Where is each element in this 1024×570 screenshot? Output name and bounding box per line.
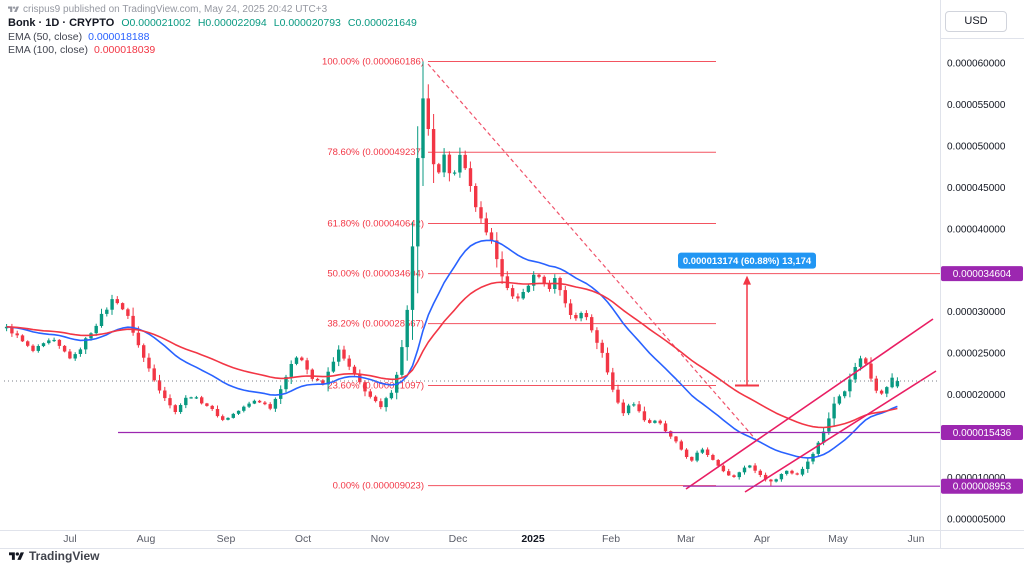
price-tag-label: 0.000034604 xyxy=(953,269,1012,280)
x-tick-label: Dec xyxy=(449,533,468,545)
publish-watermark: crispus9 published on TradingView.com, M… xyxy=(8,4,327,15)
y-tick-label: 0.000025000 xyxy=(947,349,1006,360)
y-tick-label: 0.000045000 xyxy=(947,183,1006,194)
brand-text: TradingView xyxy=(29,549,100,563)
x-tick-label: Sep xyxy=(217,533,236,545)
y-tick-label: 0.000040000 xyxy=(947,224,1006,235)
indicator-legend-ema100[interactable]: EMA (100, close) 0.000018039 xyxy=(8,44,155,56)
ema50-label: EMA (50, close) xyxy=(8,31,83,43)
ema-line xyxy=(6,281,898,429)
fib-level-label: 0.00% (0.000009023) xyxy=(333,481,424,492)
y-tick-label: 0.000055000 xyxy=(947,100,1006,111)
indicator-legend-ema50[interactable]: EMA (50, close) 0.000018188 xyxy=(8,31,149,43)
price-range-measurement[interactable]: 0.000013174 (60.88%) 13,174 xyxy=(678,252,816,387)
y-tick-label: 0.000005000 xyxy=(947,515,1006,526)
x-tick-label: Oct xyxy=(295,533,311,545)
ohlc-low: L0.000020793 xyxy=(273,17,341,29)
ema100-label: EMA (100, close) xyxy=(8,44,88,56)
price-tag xyxy=(941,425,1023,440)
x-tick-label: Feb xyxy=(602,533,620,545)
price-tag xyxy=(941,478,1023,494)
tradingview-logo-icon xyxy=(9,551,24,560)
ema-line xyxy=(6,239,898,459)
axis-frame xyxy=(0,0,1024,549)
watermark-text: crispus9 published on TradingView.com, M… xyxy=(23,4,328,15)
candles-layer xyxy=(4,61,900,487)
price-tag xyxy=(941,266,1023,282)
x-tick-label: Apr xyxy=(754,533,771,545)
symbol-title[interactable]: Bonk · 1D · CRYPTO xyxy=(8,17,115,29)
x-tick-label: Mar xyxy=(677,533,696,545)
x-tick-label: Jun xyxy=(908,533,925,545)
fib-retracement-drawing[interactable]: 100.00% (0.000060186) 78.60% (0.000049237… xyxy=(322,57,940,492)
ohlc-open: O0.000021002 xyxy=(121,17,191,29)
y-tick-label: 0.000030000 xyxy=(947,307,1006,318)
ema-lines xyxy=(6,239,898,459)
symbol-legend: Bonk · 1D · CRYPTO O0.000021002 H0.00002… xyxy=(8,17,417,29)
trendline xyxy=(685,318,934,490)
x-tick-label: Jul xyxy=(63,533,76,545)
dashed-trendline xyxy=(427,63,758,442)
measurement-label-box xyxy=(678,252,816,269)
x-tick-label: 2025 xyxy=(521,533,545,545)
x-tick-label: Aug xyxy=(137,533,156,545)
fib-level-label: 50.00% (0.000034604) xyxy=(327,269,424,280)
ema50-value: 0.000018188 xyxy=(88,31,150,43)
currency-toggle-button[interactable]: USD xyxy=(945,11,1007,32)
downtrend-dashed-line[interactable] xyxy=(427,63,758,442)
fib-level-label: 23.60% (0.000021097) xyxy=(327,381,424,392)
fib-level-label: 61.80% (0.000040642) xyxy=(327,219,424,230)
y-tick-label: 0.000010000 xyxy=(947,473,1006,484)
tradingview-brand[interactable]: TradingView xyxy=(9,549,99,563)
horizontal-support-lines[interactable] xyxy=(118,431,940,487)
ema100-value: 0.000018039 xyxy=(93,44,156,56)
fib-level-label: 38.20% (0.000028567) xyxy=(327,319,424,330)
measurement-label: 0.000013174 (60.88%) 13,174 xyxy=(683,256,812,267)
price-axis[interactable]: 0.000060000 0.000055000 0.000050000 0.00004… xyxy=(947,59,1006,526)
x-tick-label: May xyxy=(828,533,849,545)
time-axis[interactable]: Jul Aug Sep Oct Nov Dec 2025 Feb Mar Apr May Jun xyxy=(63,533,924,545)
y-tick-label: 0.000020000 xyxy=(947,390,1006,401)
y-tick-label: 0.000060000 xyxy=(947,59,1006,70)
fib-level-label: 78.60% (0.000049237) xyxy=(327,147,424,158)
ohlc-close: C0.000021649 xyxy=(347,17,417,29)
ascending-trendlines[interactable] xyxy=(685,318,937,493)
trendline xyxy=(744,370,937,493)
tradingview-logo-icon xyxy=(8,6,19,12)
y-tick-label: 0.000050000 xyxy=(947,141,1006,152)
fib-level-label: 100.00% (0.000060186) xyxy=(322,57,424,68)
price-tag-label: 0.000015436 xyxy=(953,428,1012,439)
x-tick-label: Nov xyxy=(371,533,390,545)
price-tags: 0.000034604 0.000015436 0.000008953 xyxy=(941,266,1023,494)
ohlc-high: H0.000022094 xyxy=(197,17,267,29)
price-tag-label: 0.000008953 xyxy=(953,482,1012,493)
